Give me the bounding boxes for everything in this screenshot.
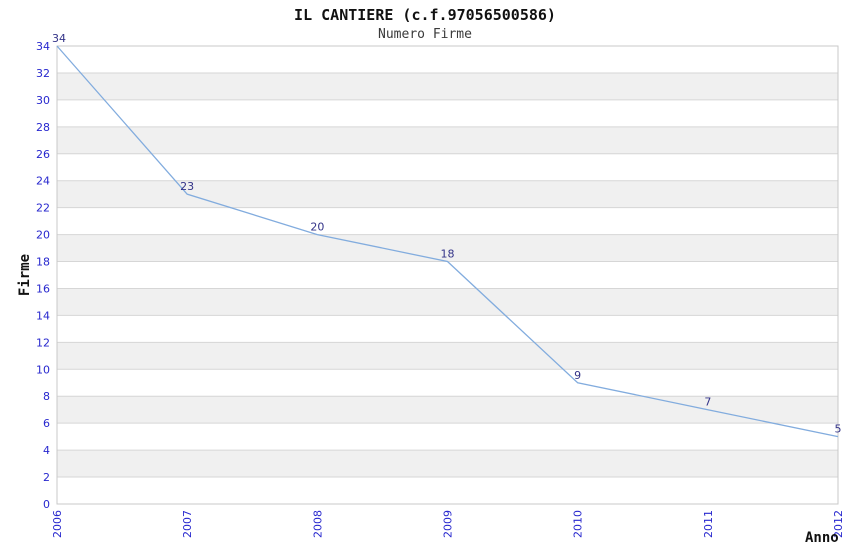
chart-title: IL CANTIERE (c.f.97056500586) bbox=[294, 6, 556, 24]
x-axis-title: Anno bbox=[805, 530, 839, 546]
y-tick-label: 30 bbox=[36, 94, 50, 107]
y-axis-title: Firme bbox=[17, 253, 33, 297]
y-tick-label: 12 bbox=[36, 336, 50, 349]
y-tick-label: 8 bbox=[43, 390, 50, 403]
x-tick-label: 2010 bbox=[572, 510, 585, 538]
data-line bbox=[56, 45, 839, 438]
grid-band bbox=[57, 342, 838, 370]
plot-border bbox=[56, 45, 839, 505]
grid-band bbox=[57, 450, 838, 478]
x-tick-label: 2009 bbox=[442, 510, 455, 538]
grid-band bbox=[57, 396, 838, 424]
y-tick-label: 14 bbox=[36, 309, 50, 322]
data-label: 34 bbox=[52, 32, 66, 45]
grid-band bbox=[57, 180, 838, 208]
y-tick-label: 34 bbox=[36, 40, 50, 53]
x-tick-label: 2011 bbox=[702, 510, 715, 538]
y-tick-label: 16 bbox=[36, 282, 50, 295]
data-label: 23 bbox=[180, 180, 194, 193]
grid-band bbox=[57, 72, 838, 100]
y-tick-label: 4 bbox=[43, 444, 50, 457]
y-tick-label: 6 bbox=[43, 417, 50, 430]
y-tick-label: 18 bbox=[36, 256, 50, 269]
x-tick-label: 2006 bbox=[51, 510, 64, 538]
x-tick-label: 2012 bbox=[832, 510, 845, 538]
grid-band bbox=[57, 126, 838, 154]
data-label: 20 bbox=[310, 221, 324, 234]
y-tick-label: 0 bbox=[43, 498, 50, 511]
grid-band bbox=[57, 288, 838, 316]
data-label: 7 bbox=[704, 396, 711, 409]
y-tick-label: 24 bbox=[36, 175, 50, 188]
data-label: 5 bbox=[835, 423, 842, 436]
y-tick-label: 22 bbox=[36, 202, 50, 215]
y-tick-label: 32 bbox=[36, 67, 50, 80]
chart-subtitle: Numero Firme bbox=[378, 27, 472, 42]
x-tick-label: 2007 bbox=[181, 510, 194, 538]
y-tick-label: 20 bbox=[36, 229, 50, 242]
grid-band bbox=[57, 234, 838, 262]
data-label: 9 bbox=[574, 369, 581, 382]
x-tick-label: 2008 bbox=[311, 510, 324, 538]
data-label: 18 bbox=[441, 248, 455, 261]
y-tick-label: 28 bbox=[36, 121, 50, 134]
y-tick-label: 2 bbox=[43, 471, 50, 484]
y-tick-label: 10 bbox=[36, 363, 50, 376]
y-tick-label: 26 bbox=[36, 148, 50, 161]
